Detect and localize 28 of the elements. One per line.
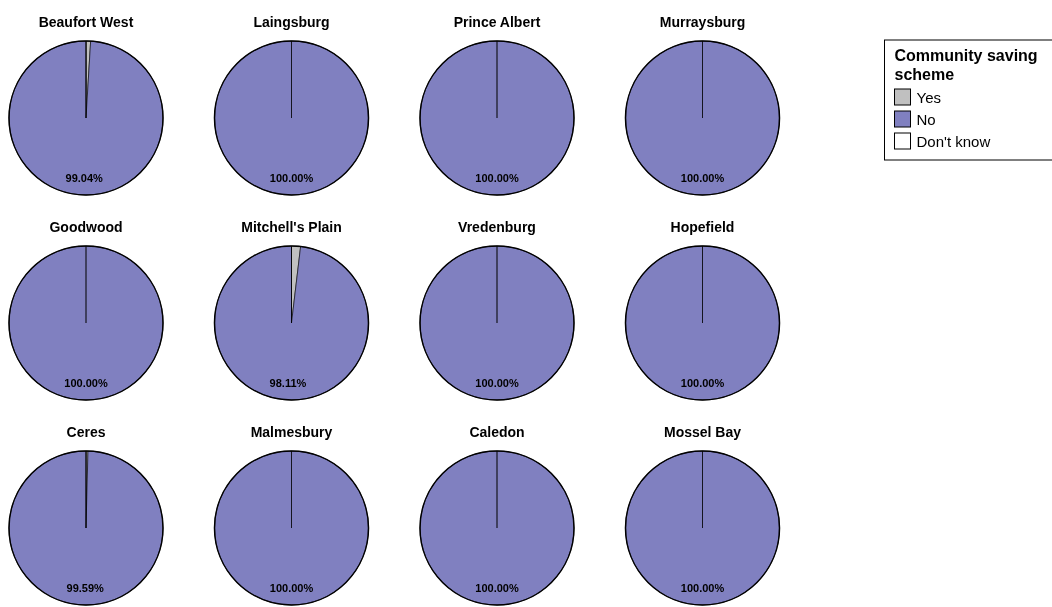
chart-title: Malmesbury xyxy=(250,424,333,440)
data-label: 99.04% xyxy=(65,172,104,185)
data-label: 100.00% xyxy=(680,377,725,390)
data-label: 100.00% xyxy=(680,582,725,595)
chart-title: Murraysburg xyxy=(659,14,746,30)
chart-title: Vredenburg xyxy=(458,219,536,235)
legend-label: No xyxy=(916,111,936,128)
data-label: 100.00% xyxy=(64,377,108,390)
chart-title: Beaufort West xyxy=(38,14,134,30)
legend-label: Yes xyxy=(916,89,941,106)
chart-title: Ceres xyxy=(66,424,106,440)
data-label: 100.00% xyxy=(269,582,314,595)
chart-title: Caledon xyxy=(469,424,525,440)
chart-title: Mossel Bay xyxy=(663,424,742,440)
chart-title: Mitchell's Plain xyxy=(241,219,342,235)
data-label: 100.00% xyxy=(475,582,519,595)
data-label: 100.00% xyxy=(475,377,519,390)
data-label: 100.00% xyxy=(680,172,725,185)
legend-label: Don't know xyxy=(916,133,991,150)
data-label: 99.59% xyxy=(66,582,105,595)
data-label: 100.00% xyxy=(475,172,519,185)
chart-title: Goodwood xyxy=(49,219,123,235)
legend-title: Community saving scheme xyxy=(894,47,1038,83)
chart-title: Hopefield xyxy=(670,219,735,235)
data-label: 98.11% xyxy=(269,376,307,389)
data-label: 100.00% xyxy=(269,172,314,185)
chart-title: Laingsburg xyxy=(253,14,330,30)
chart-title: Prince Albert xyxy=(453,14,541,30)
